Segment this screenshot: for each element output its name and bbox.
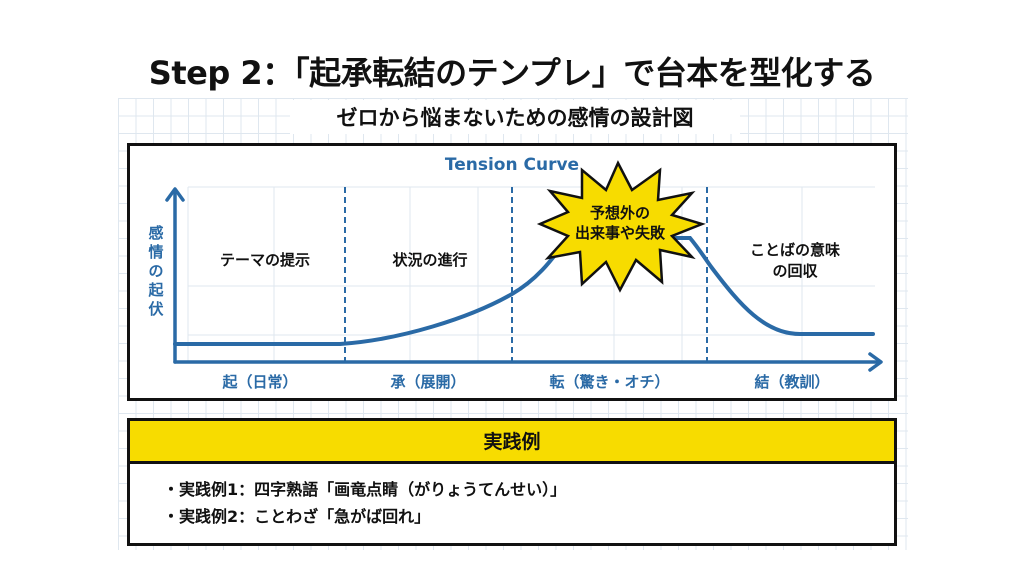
tension-curve-svg: [165, 160, 883, 372]
chart-grid: [187, 186, 875, 362]
x-category-ten: 転（驚き・オチ）: [549, 373, 670, 391]
phase-description-ketsu: ことばの意味 の回収: [720, 240, 870, 282]
chart-title: Tension Curve: [444, 155, 580, 175]
phase-description-ketsu-line1: ことばの意味: [749, 241, 840, 259]
phase-description-sho: 状況の進行: [392, 251, 468, 269]
x-category-ketsu: 結（教訓）: [754, 373, 830, 391]
phase-description-ketsu-line2: の回収: [772, 262, 818, 280]
axes: [165, 187, 883, 372]
practice-heading: 実践例: [130, 421, 894, 464]
starburst-callout-text: 予想外の 出来事や失敗: [560, 203, 680, 243]
starburst-callout-shape: [536, 160, 706, 293]
phase-dividers: [344, 187, 708, 362]
practice-examples-box: 実践例 ・実践例1：四字熟語「画竜点睛（がりょうてんせい）」 ・実践例2：ことわ…: [127, 418, 897, 546]
x-category-sho: 承（展開）: [390, 373, 466, 391]
tension-curve-diagram: [127, 143, 897, 401]
page-subtitle: ゼロから悩まないための感情の設計図: [290, 100, 740, 134]
callout-line2: 出来事や失敗: [574, 224, 665, 242]
x-category-ki: 起（日常）: [222, 373, 298, 391]
y-axis-label: 感情の起伏: [148, 224, 164, 318]
phase-description-ki: テーマの提示: [219, 251, 310, 269]
practice-item: ・実践例1：四字熟語「画竜点睛（がりょうてんせい）」: [163, 480, 567, 499]
callout-line1: 予想外の: [589, 204, 650, 222]
practice-item: ・実践例2：ことわざ「急がば回れ」: [163, 507, 431, 526]
practice-list: ・実践例1：四字熟語「画竜点睛（がりょうてんせい）」 ・実践例2：ことわざ「急が…: [130, 464, 894, 530]
page-title: Step 2：「起承転結のテンプレ」で台本を型化する: [148, 54, 876, 92]
